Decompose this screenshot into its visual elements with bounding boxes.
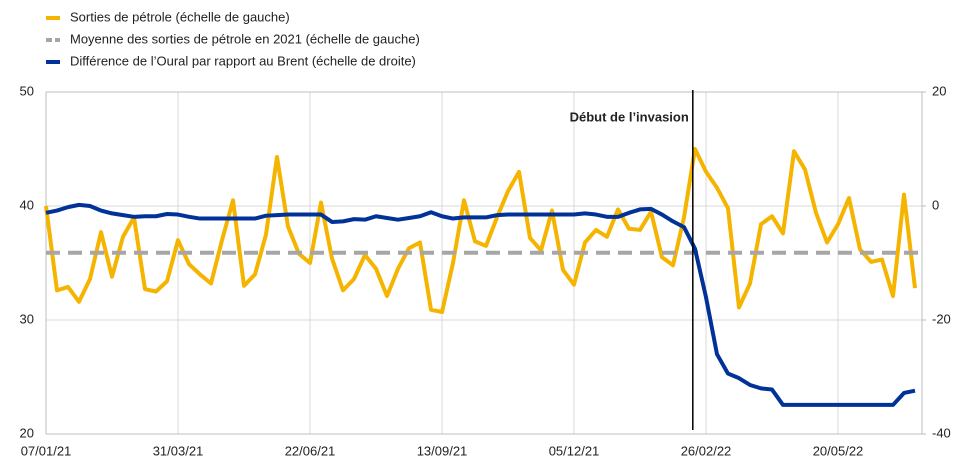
y-tick-label: 20 (20, 425, 34, 440)
y-tick-label: 50 (20, 83, 34, 98)
series-line (45, 202, 916, 407)
legend-label: Différence de l’Oural par rapport au Bre… (70, 53, 416, 68)
series-line (44, 147, 917, 315)
y2-tick-label: 0 (932, 197, 939, 212)
y2-tick-label: -20 (932, 311, 951, 326)
y-tick-label: 30 (20, 311, 34, 326)
y2-tick-label: -40 (932, 425, 951, 440)
y-tick-label: 40 (20, 197, 34, 212)
annotation: Début de l’invasion (570, 109, 689, 124)
x-tick-label: 26/02/22 (681, 443, 732, 458)
x-tick-label: 31/03/21 (153, 443, 204, 458)
x-tick-label: 05/12/21 (549, 443, 600, 458)
x-tick-label: 13/09/21 (417, 443, 468, 458)
x-tick-label: 20/05/22 (813, 443, 864, 458)
plot-border (45, 91, 923, 435)
legend-label: Sorties de pétrole (échelle de gauche) (70, 9, 290, 24)
x-tick-label: 22/06/21 (285, 443, 336, 458)
legend-label: Moyenne des sorties de pétrole en 2021 (… (70, 31, 420, 46)
x-tick-label: 07/01/21 (21, 443, 72, 458)
y2-tick-label: 20 (932, 83, 946, 98)
